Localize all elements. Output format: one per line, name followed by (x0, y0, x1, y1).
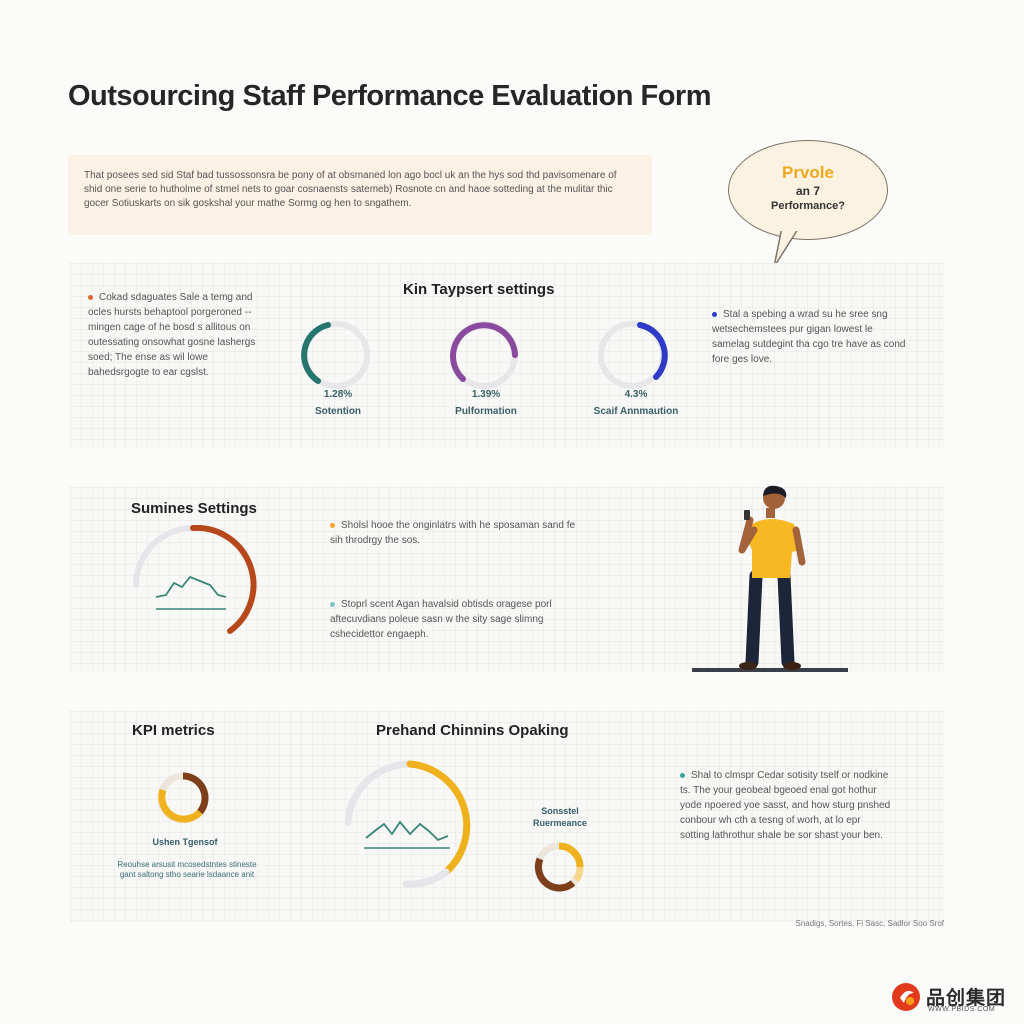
kpi-right-note: Shal to clmspr Cedar sotisity tself or n… (680, 768, 892, 843)
gauge-staff-annotation (598, 321, 668, 389)
brand-logo-icon (892, 983, 920, 1011)
donut-segment (182, 772, 209, 815)
brand-url: WWW.PBIDS.COM (928, 1006, 996, 1013)
kpi-caption: Reouhse arsusit mcosedstntes stineste ga… (117, 860, 257, 879)
trend-line (155, 575, 227, 598)
kpi-donut (157, 772, 209, 824)
gauge-value: 1.39% (471, 389, 501, 400)
gauge-arc (450, 322, 518, 382)
summary-note-1-text: Sholsl hooe the onginlatrs with he sposa… (330, 520, 576, 546)
center-donut (534, 842, 584, 892)
kpi-label: Ushen Tgensof (152, 837, 218, 847)
kpi-right-text: Shal to clmspr Cedar sotisity tself or n… (680, 770, 891, 841)
center-label: Sonsstel Ruermeance (532, 806, 588, 828)
intro-box: That posees sed sid Staf bad tussossonsr… (68, 155, 652, 235)
donut-segment (158, 788, 203, 823)
gauge-arc (190, 525, 257, 634)
bubble-line-1: Prvole (782, 163, 834, 182)
kpi-panel (70, 711, 944, 923)
bubble-line-3: Performance? (771, 200, 845, 212)
person-illustration (692, 485, 848, 672)
donut-segment (573, 866, 584, 883)
donut-segment (558, 842, 584, 868)
gauge-label-performance: 1.39% Pulformation (426, 389, 546, 417)
gauge-retention (301, 321, 370, 389)
bullet-dot-icon (330, 601, 335, 607)
page-title: Outsourcing Staff Performance Evaluation… (68, 80, 712, 112)
gauge-name: Scaif Annmaution (593, 406, 679, 417)
summary-note-1: Sholsl hooe the onginlatrs with he sposa… (330, 518, 580, 548)
gauge-performance (450, 321, 518, 389)
bullet-dot-icon (88, 294, 93, 300)
gauge-arc (637, 322, 668, 380)
bullet-dot-icon (712, 311, 717, 317)
summary-note-2-text: Stoprl scent Agan havalsid obtisds orage… (330, 599, 552, 640)
section-title-summary: Sumines Settings (131, 500, 257, 517)
settings-left-note: Cokad sdaguates Sale a temg and ocles hu… (88, 290, 258, 380)
gauge-label-retention: 1.28% Sotention (278, 389, 398, 417)
gauge-name: Pulformation (455, 406, 517, 417)
section-title-settings: Kin Taypsert settings (403, 281, 555, 298)
settings-right-text: Stal a spebing a wrad su he sree sng wet… (712, 309, 906, 365)
section-title-kpi: KPI metrics (132, 722, 215, 739)
trend-line (365, 820, 449, 842)
speech-bubble: Prvole an 7 Performance? (728, 140, 888, 240)
summary-note-2: Stoprl scent Agan havalsid obtisds orage… (330, 597, 600, 642)
center-gauge (344, 760, 471, 888)
gauge-label-staff-annotation: 4.3% Scaif Annmaution (576, 389, 696, 417)
gauge-value: 1.28% (323, 389, 353, 400)
bubble-line-2: an 7 (795, 184, 820, 198)
settings-panel (70, 263, 944, 448)
bullet-dot-icon (680, 772, 685, 778)
gauge-value: 4.3% (624, 389, 648, 400)
intro-text: That posees sed sid Staf bad tussossonsr… (84, 170, 617, 209)
settings-left-text: Cokad sdaguates Sale a temg and ocles hu… (88, 292, 256, 378)
bubble-tail (773, 225, 800, 268)
donut-segment (534, 857, 576, 892)
section-title-center: Prehand Chinnins Opaking (376, 722, 569, 739)
bullet-dot-icon (330, 522, 335, 528)
settings-right-note: Stal a spebing a wrad su he sree sng wet… (712, 307, 908, 367)
gauge-name: Sotention (314, 406, 362, 417)
brand-name: 品创集团 (926, 988, 1007, 1009)
summary-gauge (133, 525, 257, 634)
gauge-arc (406, 760, 471, 876)
gauge-track (133, 525, 196, 588)
footer-note: Snadigs, Sortes, Fi Sasc, Sadlor Soo Sro… (795, 919, 944, 928)
gauge-arc (301, 322, 331, 384)
summary-settings-panel (70, 487, 944, 672)
